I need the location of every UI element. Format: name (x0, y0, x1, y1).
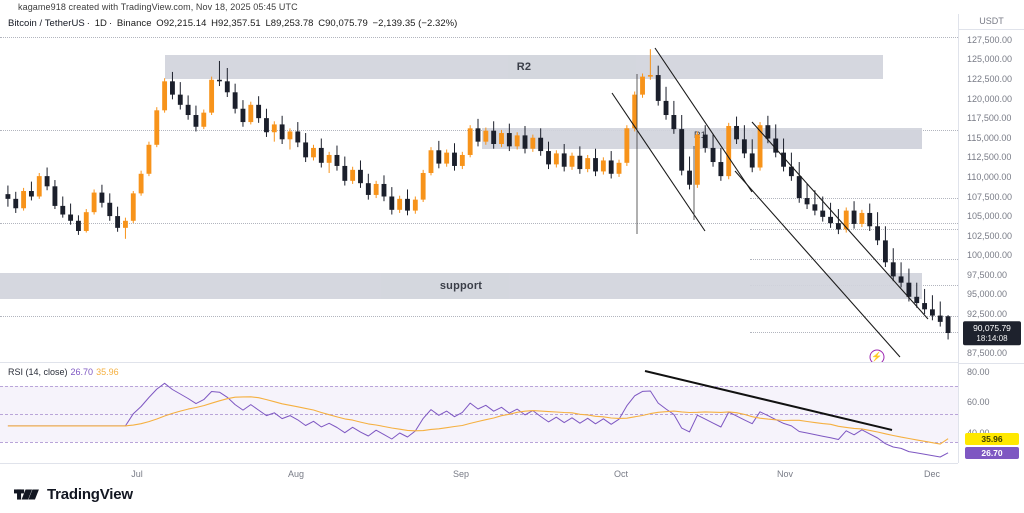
rsi-legend: RSI (14, close) 26.70 35.96 (8, 367, 119, 377)
tradingview-logo-icon (14, 489, 39, 500)
rsi-series (7, 382, 949, 458)
price-axis-label: 105,000.00 (967, 211, 1013, 222)
symbol-sep-1: · (86, 18, 90, 29)
rsi-axis-label: 60.00 (967, 397, 990, 408)
symbol-name[interactable]: Bitcoin / TetherUS (8, 18, 85, 29)
last-price-value: 90,075.79 (973, 323, 1011, 334)
zone-label-r1: R1 (694, 130, 706, 140)
level-line (750, 259, 958, 260)
symbol-ohlc-legend: Bitcoin / TetherUS · 1D · Binance O92,215.… (8, 18, 459, 29)
price-axis-label: 112,500.00 (967, 152, 1012, 163)
rsi-drawing-layer[interactable] (0, 364, 958, 463)
candlestick-series (5, 49, 951, 340)
price-axis-label: 102,500.00 (967, 230, 1013, 241)
ohlc-open: O92,215.14 (156, 18, 207, 29)
exchange-label[interactable]: Binance (116, 18, 152, 29)
level-line (0, 316, 958, 317)
time-tick-oct: Oct (613, 469, 629, 479)
ohlc-high: H92,357.51 (211, 18, 261, 29)
time-axis[interactable]: Jul Aug Sep Oct Nov Dec (0, 463, 958, 485)
symbol-sep-2: · (108, 18, 113, 29)
price-axis-label: 115,000.00 (967, 132, 1012, 143)
resistance-zone-r1-right[interactable] (752, 130, 922, 149)
bar-countdown: 18:14:08 (976, 333, 1008, 343)
time-tick-dec: Dec (923, 469, 941, 479)
rsi-legend-value: 26.70 (70, 367, 94, 377)
price-chart-pane[interactable]: R2 support R1 ⚡ (0, 30, 958, 363)
attribution-text: kagame918 created with TradingView.com, … (18, 2, 298, 12)
tradingview-wordmark: TradingView (47, 486, 133, 503)
rsi-legend-title[interactable]: RSI (14, close) (8, 367, 68, 377)
level-line (750, 198, 958, 199)
price-axis-label: 125,000.00 (967, 54, 1013, 65)
rsi-overbought-line (0, 386, 958, 387)
trendline-channel-lower[interactable] (654, 47, 753, 193)
tradingview-footer: TradingView (14, 486, 133, 503)
price-axis-label: 122,500.00 (967, 73, 1013, 84)
time-tick-sep: Sep (452, 469, 470, 479)
price-axis-label: 92,500.00 (967, 309, 1008, 320)
rsi-oversold-line (0, 442, 958, 443)
last-price-badge: 90,075.79 18:14:08 (963, 321, 1021, 345)
rsi-midline (0, 414, 958, 415)
zone-label-support: support (439, 280, 483, 292)
rsi-trendline[interactable] (644, 370, 893, 431)
trendline-outer-lower[interactable] (734, 170, 901, 358)
interval-label[interactable]: 1D (94, 18, 107, 29)
rsi-legend-ma-value: 35.96 (96, 367, 119, 377)
price-axis-label: 127,500.00 (967, 34, 1013, 45)
price-axis-label: 87,500.00 (967, 348, 1008, 359)
price-axis-label: 117,500.00 (967, 113, 1012, 124)
price-axis-label: 120,000.00 (967, 93, 1013, 104)
price-axis-label: 100,000.00 (967, 250, 1013, 261)
zone-label-r2: R2 (516, 61, 532, 73)
rsi-ma-badge: 35.96 (965, 432, 1019, 445)
time-tick-aug: Aug (287, 469, 305, 479)
price-axis-label: 107,500.00 (967, 191, 1013, 202)
rsi-axis-label: 80.00 (967, 366, 990, 377)
price-axis-unit: USDT (959, 16, 1024, 30)
level-line (0, 223, 958, 224)
price-axis-label: 110,000.00 (967, 171, 1012, 182)
lightning-alert-icon[interactable]: ⚡ (869, 349, 885, 362)
rsi-indicator-pane[interactable]: RSI (14, close) 26.70 35.96 (0, 364, 958, 463)
price-axis[interactable]: USDT 127,500.00 125,000.00 122,500.00 120,0… (958, 14, 1024, 463)
drawing-tools-layer[interactable] (0, 30, 958, 363)
price-axis-label: 97,500.00 (967, 269, 1008, 280)
support-zone[interactable]: support (0, 273, 922, 299)
resistance-zone-r2[interactable]: R2 (165, 55, 883, 79)
level-line (750, 332, 958, 333)
price-axis-label: 95,000.00 (967, 289, 1008, 300)
rsi-value-badge: 26.70 (965, 446, 1019, 459)
trendline-channel-upper[interactable] (611, 92, 706, 232)
level-line (0, 37, 958, 38)
time-tick-nov: Nov (776, 469, 794, 479)
time-tick-jul: Jul (131, 469, 143, 479)
ohlc-low: L89,253.78 (265, 18, 314, 29)
trendline-outer-upper[interactable] (751, 121, 929, 320)
axis-pane-separator (959, 363, 1024, 364)
ohlc-close: C90,075.79 (318, 18, 368, 29)
level-line (750, 229, 958, 230)
ohlc-change: −2,139.35 (−2.32%) (372, 18, 458, 29)
rsi-axis-label: 40.00 (967, 428, 990, 438)
